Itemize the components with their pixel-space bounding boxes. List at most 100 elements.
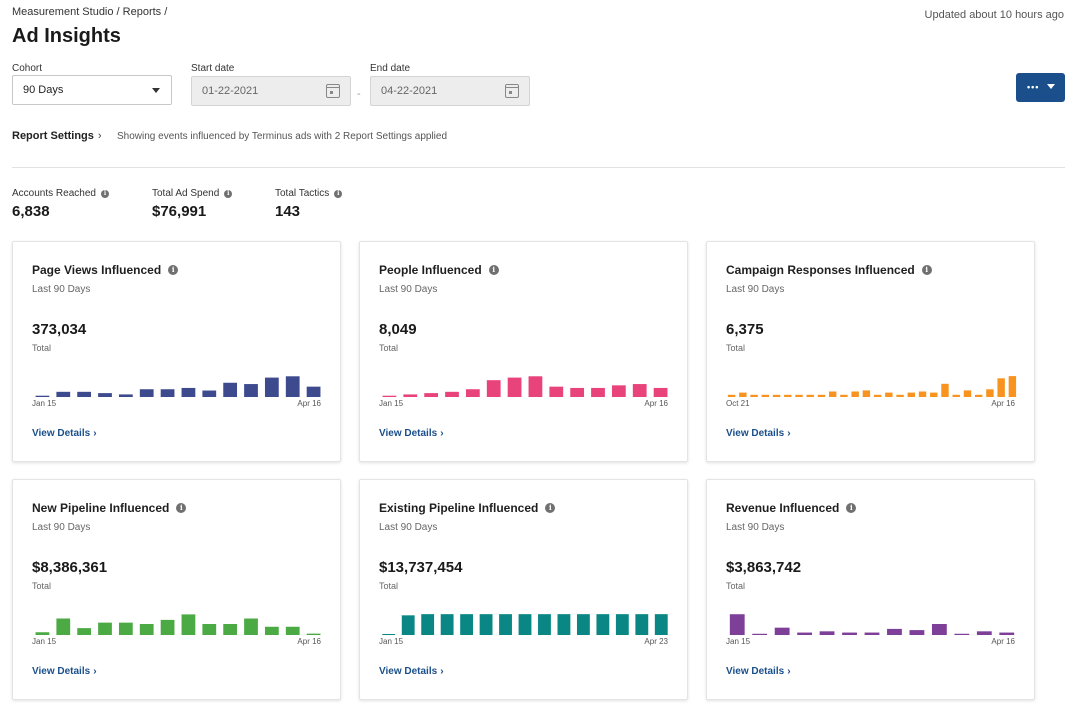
chevron-right-icon: › xyxy=(93,666,97,677)
chart-bar xyxy=(952,394,960,397)
chart-bar xyxy=(931,624,947,635)
view-details-link[interactable]: View Details › xyxy=(379,428,444,439)
card-value: $13,737,454 xyxy=(379,559,463,576)
axis-start-label: Jan 15 xyxy=(726,637,751,646)
start-date-input[interactable]: 01-22-2021 xyxy=(191,76,351,106)
chart-bar xyxy=(35,632,50,635)
chart-bar xyxy=(285,376,300,397)
chart-bar xyxy=(635,614,649,635)
card-subtitle: Last 90 Days xyxy=(32,522,91,533)
chart-bar xyxy=(632,384,647,397)
chart-bar xyxy=(909,630,925,635)
chart-bar xyxy=(774,627,790,635)
view-details-link[interactable]: View Details › xyxy=(726,428,791,439)
info-icon[interactable]: i xyxy=(168,265,179,275)
card-value: 8,049 xyxy=(379,321,417,338)
chart-bar xyxy=(403,394,418,397)
calendar-icon[interactable] xyxy=(326,84,340,98)
cohort-select[interactable]: 90 Days xyxy=(12,75,172,105)
chart-bar xyxy=(828,391,837,397)
chart-bar xyxy=(306,633,321,636)
info-icon[interactable]: i xyxy=(176,503,187,513)
date-separator: - xyxy=(357,88,361,100)
chart-bar xyxy=(285,626,300,635)
chevron-right-icon: › xyxy=(93,428,97,439)
chart-bar xyxy=(424,393,439,397)
chart-bar xyxy=(727,394,736,397)
info-icon[interactable]: i xyxy=(224,189,233,198)
end-date-input[interactable]: 04-22-2021 xyxy=(370,76,530,106)
info-icon[interactable]: i xyxy=(921,265,932,275)
view-details-link[interactable]: View Details › xyxy=(726,666,791,677)
divider xyxy=(12,167,1065,168)
chevron-right-icon: › xyxy=(787,666,791,677)
more-actions-button[interactable]: ••• xyxy=(1016,73,1065,102)
chart-bar xyxy=(98,622,112,636)
chart-bar xyxy=(460,614,474,635)
chart-bar xyxy=(518,614,532,635)
chart-bar xyxy=(528,376,543,397)
axis-end-label: Apr 23 xyxy=(644,637,668,646)
calendar-icon[interactable] xyxy=(505,84,519,98)
axis-end-label: Apr 16 xyxy=(991,399,1015,408)
view-details-link[interactable]: View Details › xyxy=(379,666,444,677)
chart-bar xyxy=(557,614,571,635)
chart-bar xyxy=(507,377,522,397)
card-value: 6,375 xyxy=(726,321,764,338)
view-details-label: View Details xyxy=(379,666,438,677)
info-icon[interactable]: i xyxy=(846,503,857,513)
chart-bar xyxy=(806,394,814,397)
chart-bar xyxy=(479,614,493,635)
chart-bar xyxy=(465,389,480,397)
bar-chart xyxy=(35,614,321,636)
card-subtitle: Last 90 Days xyxy=(726,522,785,533)
chart-bar xyxy=(654,614,668,635)
card-title: Revenue Influenced xyxy=(726,501,840,515)
chart-bar xyxy=(576,614,590,635)
chart-bar xyxy=(851,391,859,397)
chart-bar xyxy=(223,624,238,635)
card-subtitle: Last 90 Days xyxy=(379,284,438,295)
chart-bar xyxy=(445,391,459,397)
report-settings-description: Showing events influenced by Terminus ad… xyxy=(117,131,448,142)
view-details-label: View Details xyxy=(379,428,438,439)
card-people: People Influenced i Last 90 Days 8,049 To… xyxy=(359,241,688,462)
chart-bar xyxy=(739,392,747,397)
kpi-label: Accounts Reached xyxy=(12,188,96,199)
view-details-link[interactable]: View Details › xyxy=(32,666,97,677)
info-icon[interactable]: i xyxy=(100,189,109,198)
info-icon[interactable]: i xyxy=(334,189,343,198)
chart-bar xyxy=(611,385,626,397)
chart-bar xyxy=(181,387,196,397)
chart-bar xyxy=(1008,376,1017,397)
chart-bar xyxy=(56,391,71,397)
axis-start-label: Jan 15 xyxy=(32,399,57,408)
chart-bar xyxy=(382,395,397,397)
chart-bar xyxy=(202,390,217,397)
kpi-accounts-reached: Accounts Reached i 6,838 xyxy=(12,188,109,220)
chart-bar xyxy=(817,394,826,397)
card-campaign-responses: Campaign Responses Influenced i Last 90 D… xyxy=(706,241,1035,462)
chart-bar xyxy=(772,394,781,397)
view-details-label: View Details xyxy=(32,666,91,677)
card-title: Existing Pipeline Influenced xyxy=(379,501,539,515)
info-icon[interactable]: i xyxy=(545,503,556,513)
report-settings-link[interactable]: Report Settings › xyxy=(12,130,102,142)
chart-bar xyxy=(264,626,279,635)
updated-timestamp: Updated about 10 hours ago xyxy=(924,9,1064,21)
card-subtitle: Last 90 Days xyxy=(726,284,785,295)
chart-bar xyxy=(549,386,564,397)
view-details-link[interactable]: View Details › xyxy=(32,428,97,439)
kpi-label: Total Ad Spend xyxy=(152,188,220,199)
card-value: 373,034 xyxy=(32,321,87,338)
card-title: New Pipeline Influenced xyxy=(32,501,170,515)
chart-bar xyxy=(139,624,154,635)
start-date-value: 01-22-2021 xyxy=(202,85,259,97)
breadcrumb[interactable]: Measurement Studio / Reports / xyxy=(12,6,168,18)
page-title: Ad Insights xyxy=(12,25,121,47)
axis-start-label: Oct 21 xyxy=(726,399,750,408)
info-icon[interactable]: i xyxy=(488,265,499,275)
chart-bar xyxy=(976,631,992,635)
chart-bar xyxy=(56,618,71,635)
chart-bar xyxy=(930,392,938,397)
